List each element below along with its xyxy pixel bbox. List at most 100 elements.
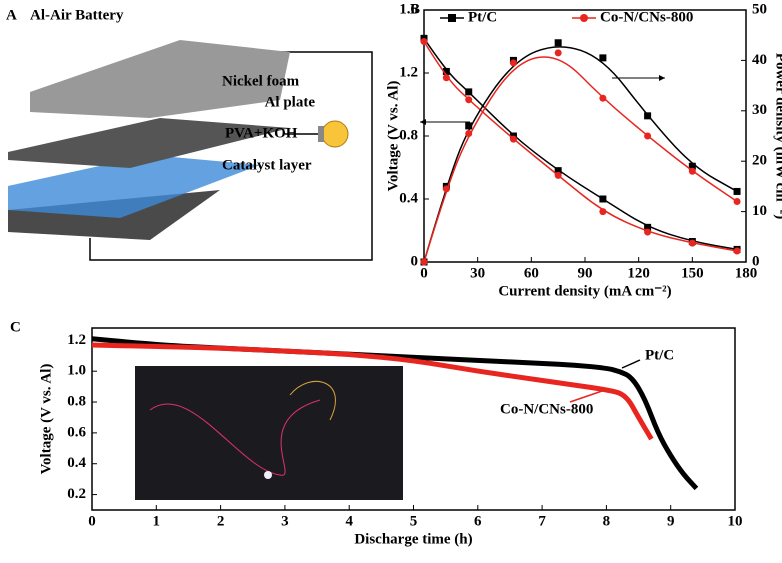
x-tick-label: 8 (603, 513, 611, 529)
bulb-base (318, 126, 324, 142)
y-tick-label: 1.0 (67, 363, 86, 379)
x-tick-label: 7 (538, 513, 546, 529)
y2-tick-label: 0 (752, 253, 760, 269)
marker (733, 198, 741, 206)
photo (135, 366, 403, 500)
y-tick-label: 0.8 (67, 393, 86, 409)
x-tick-label: 60 (524, 265, 539, 281)
circuit-wire (89, 51, 373, 261)
marker (554, 167, 562, 175)
marker (599, 54, 607, 62)
marker (733, 247, 741, 255)
marker (554, 39, 562, 47)
marker (733, 187, 741, 195)
y-tick-label: 0.8 (399, 127, 418, 143)
x-tick-label: 1 (153, 513, 161, 529)
marker (599, 195, 607, 203)
x-tick-label: 0 (88, 513, 96, 529)
x-tick-label: 6 (474, 513, 482, 529)
x-tick-label: 3 (281, 513, 289, 529)
series-line (423, 37, 738, 251)
y-axis-label: Voltage (V vs. Al) (38, 364, 54, 475)
marker (688, 239, 696, 247)
marker (465, 96, 473, 104)
panel-a: A Al-Air Battery Nickel foam Al plate PV… (6, 7, 373, 261)
y2-axis-label: Power density (mW cm⁻²) (773, 53, 782, 219)
y2-tick-label: 40 (752, 52, 767, 68)
layer-label: PVA+KOH (225, 125, 298, 141)
series-line (423, 56, 738, 263)
panel-label: B (410, 1, 420, 17)
annotation: Pt/C (645, 347, 674, 363)
layer-label: Catalyst layer (222, 157, 312, 173)
x-tick-label: 9 (667, 513, 675, 529)
panel-label: A (6, 7, 17, 23)
wire (149, 399, 321, 476)
x-tick-label: 5 (410, 513, 418, 529)
al-plate (8, 118, 290, 168)
marker (465, 129, 473, 137)
panel-title: Al-Air Battery (30, 7, 124, 23)
y-tick-label: 1.2 (399, 64, 418, 80)
x-tick-label: 150 (681, 265, 704, 281)
marker (644, 112, 652, 120)
marker (644, 132, 652, 140)
annotation-arrow (569, 389, 606, 403)
inset-photo (135, 366, 403, 500)
marker (509, 59, 517, 67)
panel-label: C (10, 319, 21, 335)
bulb (321, 120, 349, 148)
legend-label: Co-N/CNs-800 (600, 9, 693, 25)
y-tick-label: 0.4 (399, 190, 418, 206)
x-tick-label: 10 (728, 513, 743, 529)
x-tick-label: 4 (345, 513, 353, 529)
nickel-foam (30, 40, 290, 118)
y-tick-label: 0.6 (67, 424, 86, 440)
x-tick-label: 120 (627, 265, 650, 281)
marker (442, 185, 450, 193)
marker (599, 208, 607, 216)
y-tick-label: 0 (411, 253, 419, 269)
x-tick-label: 0 (420, 265, 428, 281)
marker (599, 94, 607, 102)
legend-label: Pt/C (468, 9, 497, 25)
series-line (423, 41, 738, 252)
plot-frame (423, 9, 747, 263)
x-tick-label: 90 (578, 265, 593, 281)
x-tick-label: 30 (470, 265, 485, 281)
series-line (91, 342, 654, 441)
marker (644, 228, 652, 236)
marker (442, 74, 450, 82)
marker (509, 135, 517, 143)
y-tick-label: 1.2 (67, 332, 86, 348)
series-line (423, 46, 738, 263)
marker (420, 258, 428, 266)
y-axis-label: Voltage (V vs. Al) (385, 81, 401, 192)
y2-tick-label: 30 (752, 102, 767, 118)
marker (554, 171, 562, 179)
y-tick-label: 0.2 (67, 486, 86, 502)
marker (442, 67, 450, 75)
led (264, 471, 272, 479)
pva-layer (8, 155, 260, 218)
annotation-arrow (621, 359, 641, 369)
marker (465, 122, 473, 130)
y-tick-label: 0.4 (67, 455, 86, 471)
y2-tick-label: 10 (752, 203, 767, 219)
legend-marker (580, 14, 588, 22)
marker (420, 38, 428, 45)
x-axis-label: Current density (mA cm⁻²) (498, 283, 671, 299)
x-tick-label: 2 (217, 513, 225, 529)
marker (644, 223, 652, 231)
marker (688, 162, 696, 170)
layer-label: Al plate (265, 94, 316, 110)
y-tick-label: 1.6 (399, 1, 418, 17)
wire (289, 380, 336, 421)
annotation: Co-N/CNs-800 (500, 401, 593, 417)
y2-tick-label: 50 (752, 1, 767, 17)
x-tick-label: 180 (735, 265, 758, 281)
marker (554, 49, 562, 57)
legend-marker (448, 14, 456, 22)
layer-label: Nickel foam (222, 73, 300, 89)
